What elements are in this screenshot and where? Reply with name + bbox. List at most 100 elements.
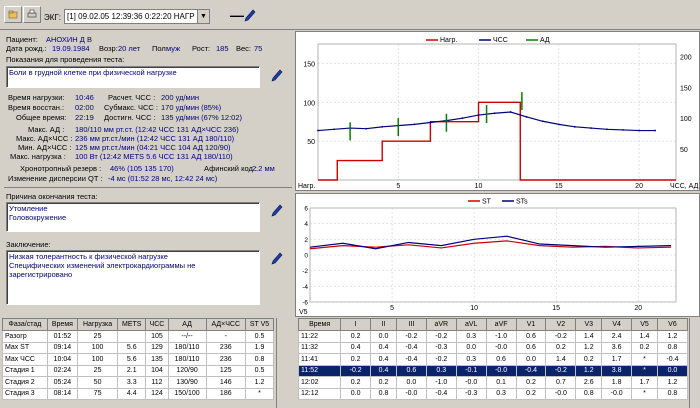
conclusion-field[interactable]: Низкая толерантность к физической нагруз… <box>6 250 260 305</box>
table-row[interactable]: Стадия 2 05:24 50 3.3 112 130/90 146 1.2 <box>2 376 274 389</box>
stage-col-header[interactable]: METS <box>117 318 147 331</box>
ecg-record-select[interactable]: [1] 09.02.05 12:39:36 0:22:20 НАГР ▼ <box>64 9 210 24</box>
x-tick-label: 20 <box>634 305 642 312</box>
table-cell: 0.3 <box>485 387 517 400</box>
patient-label: Пациент: <box>6 35 38 44</box>
indications-field[interactable]: Боли в грудной клетке при физической наг… <box>6 66 260 88</box>
table-cell: 11:41 <box>297 353 342 366</box>
reason-field[interactable]: Утомление Головокружение <box>6 202 260 232</box>
table-cell: -0.3 <box>425 341 457 354</box>
table-cell: -0.2 <box>340 364 372 377</box>
y-tick-label: -2 <box>302 268 308 275</box>
table-cell: 09:14 <box>46 341 78 354</box>
ecg-record-value: [1] 09.02.05 12:39:36 0:22:20 НАГР <box>67 12 195 21</box>
lead-col-header[interactable]: V3 <box>575 318 603 331</box>
table-row[interactable]: Стадия 3 08:14 75 4.4 124 150/100 186 * <box>2 387 274 400</box>
table-cell: 0.6 <box>485 353 517 366</box>
table-cell: 0.4 <box>370 353 397 366</box>
chevron-down-icon[interactable]: ▼ <box>197 10 209 23</box>
recovery-label: Время восстан.: <box>8 103 65 112</box>
table-cell: 236 <box>205 341 247 354</box>
table-row[interactable]: 11:52 -0.2 0.4 0.6 0.3 -0.1 -0.0 -0.4 -0.2 1.2 3.8… <box>297 364 689 377</box>
lead-col-header[interactable]: I <box>340 318 372 331</box>
lead-col-header[interactable]: aVR <box>425 318 457 331</box>
table-cell: 4.4 <box>117 387 147 400</box>
stage-col-header[interactable]: АД <box>167 318 207 331</box>
table-row[interactable]: Стадия 1 02:24 25 2.1 104 120/90 125 0.5 <box>2 364 274 377</box>
table-row[interactable]: 12:02 0.2 0.2 0.0 -1.0 -0.0 0.1 0.2 0.7 2.6 1.8 1.7… <box>297 376 689 389</box>
edit-conclusion-icon[interactable] <box>270 252 284 266</box>
table-cell: 0.0 <box>395 376 427 389</box>
series-sts-line <box>309 235 672 250</box>
open-button[interactable] <box>4 6 22 23</box>
table-cell: -0.2 <box>395 330 427 343</box>
x-tick-label: 5 <box>390 305 394 312</box>
table-row[interactable]: Разогр 01:52 25 105 --/-- -0.5 <box>2 330 274 343</box>
lead-col-header[interactable]: aVL <box>455 318 487 331</box>
lead-table: Время I II III aVR aVL aVF V1 V2 V3 V4 V5 V6 11:22 0.… <box>297 318 689 400</box>
lead-col-header[interactable]: III <box>395 318 427 331</box>
stage-col-header[interactable]: Время <box>46 318 78 331</box>
reason-line: Утомление <box>9 204 48 213</box>
legend-label: ЧСС <box>493 37 508 44</box>
lead-col-header[interactable]: Время <box>297 318 342 331</box>
table-row[interactable]: 11:41 0.2 0.4 -0.4 -0.2 0.3 0.6 0.0 1.4 0.2 1.7 * -0… <box>297 353 689 366</box>
stage-col-header[interactable]: Нагрузка <box>76 318 119 331</box>
table-row[interactable]: Max ЧСС 10:04 100 5.6 135 180/110 236 0.8 <box>2 353 274 366</box>
stage-col-header[interactable]: АД×ЧСС <box>205 318 247 331</box>
edit-pen-icon[interactable] <box>244 9 256 23</box>
reason-label: Причина окончания теста: <box>6 192 98 201</box>
edit-indications-icon[interactable] <box>270 69 284 83</box>
table-cell: 186 <box>205 387 247 400</box>
series-hr-point <box>365 127 368 130</box>
lead-col-header[interactable]: II <box>370 318 397 331</box>
stage-col-header[interactable]: ЧСС <box>145 318 169 331</box>
max-load-label: Макс. нагрузка : <box>10 152 66 161</box>
series-hr-point <box>413 123 416 126</box>
lead-col-header[interactable]: V2 <box>545 318 577 331</box>
table-cell: 0.8 <box>370 387 397 400</box>
table-cell: 11:52 <box>297 364 342 377</box>
lead-col-header[interactable]: V6 <box>656 318 689 331</box>
stage-col-header[interactable]: Фаза/стад <box>2 318 48 331</box>
stage-col-header[interactable]: ST V5 <box>245 318 274 331</box>
table-cell: * <box>631 387 658 400</box>
stage-table: Фаза/стад Время Нагрузка METS ЧСС АД АД×ЧСС ST … <box>2 318 274 400</box>
divider <box>4 187 292 188</box>
table-cell: Max ST <box>2 341 48 354</box>
table-cell: 0.2 <box>340 330 372 343</box>
y-tick-label: 6 <box>304 206 308 213</box>
edit-reason-icon[interactable] <box>270 204 284 218</box>
legend-label: ST <box>482 199 492 206</box>
sex-label: Пол: <box>152 44 168 53</box>
hr-calc-label: Расчет. ЧСС : <box>108 93 156 102</box>
remove-button[interactable]: — <box>230 7 244 23</box>
weight-value: 75 <box>254 44 263 53</box>
table-cell: 3.3 <box>117 376 147 389</box>
table-cell: 11:32 <box>297 341 342 354</box>
stage-table-scrollbar[interactable] <box>276 318 290 408</box>
y-tick-label-right: 100 <box>680 116 692 123</box>
lead-col-header[interactable]: V1 <box>515 318 547 331</box>
lead-col-header[interactable]: V4 <box>601 318 633 331</box>
y-tick-label-left: 100 <box>303 100 315 107</box>
legend-label: АД <box>540 37 550 44</box>
print-button[interactable] <box>23 6 41 23</box>
table-cell: 0.2 <box>340 376 372 389</box>
x-tick-label: 15 <box>555 183 563 190</box>
qt-label: Изменение дисперсии QT : <box>8 174 103 183</box>
y-tick-label: -4 <box>302 284 308 291</box>
table-row[interactable]: 11:22 0.2 0.0 -0.2 -0.2 0.3 -1.0 0.6 -0.2 1.4 2.4 1… <box>297 330 689 343</box>
lead-table-scrollbar[interactable] <box>689 318 700 408</box>
table-cell: 2.1 <box>117 364 147 377</box>
afin-label: Афинский код : <box>204 164 257 173</box>
lead-col-header[interactable]: V5 <box>631 318 658 331</box>
table-row[interactable]: 12:12 0.0 0.8 -0.0 -0.4 -0.3 0.3 0.2 -0.0 0.8 -0.0… <box>297 387 689 400</box>
table-row[interactable]: Max ST 09:14 100 5.6 129 180/110 236 1.9 <box>2 341 274 354</box>
afin-value: 2.2 мм <box>252 164 275 173</box>
table-row[interactable]: 11:32 0.4 0.4 -0.4 -0.3 0.0 -0.0 0.6 0.2 1.2 3.6 0.… <box>297 341 689 354</box>
x-tick-label: 10 <box>470 305 478 312</box>
table-cell: 146 <box>205 376 247 389</box>
lead-col-header[interactable]: aVF <box>485 318 517 331</box>
table-cell: -0.4 <box>395 353 427 366</box>
